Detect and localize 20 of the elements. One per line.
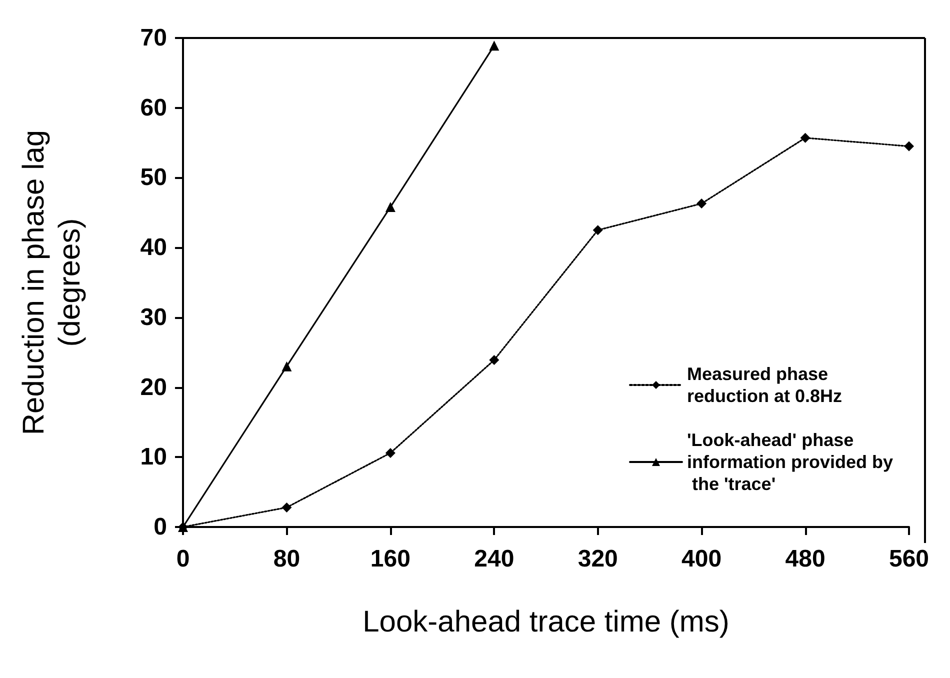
legend-label: Measured phase reduction at 0.8Hz xyxy=(687,364,842,406)
y-tick-label: 40 xyxy=(140,234,167,262)
x-tick-label: 480 xyxy=(785,546,826,572)
x-tick-label: 320 xyxy=(578,546,618,572)
y-tick-label: 70 xyxy=(140,24,167,52)
x-tick-label: 80 xyxy=(273,546,300,572)
y-tick-label: 20 xyxy=(140,374,167,401)
y-tick-label: 30 xyxy=(140,304,167,331)
x-tick-label: 160 xyxy=(370,546,410,572)
y-tick-label: 50 xyxy=(140,164,167,192)
y-axis-title: Reduction in phase lag (degrees) xyxy=(18,130,86,436)
y-tick-label: 0 xyxy=(154,514,167,540)
y-tick-label: 10 xyxy=(140,444,167,471)
x-tick-label: 240 xyxy=(474,546,514,572)
x-tick-label: 0 xyxy=(176,546,190,572)
x-axis-title: Look-ahead trace time (ms) xyxy=(362,606,730,638)
x-tick-label: 560 xyxy=(888,546,930,572)
y-tick-label: 60 xyxy=(140,94,167,122)
x-tick-label: 400 xyxy=(682,546,722,572)
legend-label: 'Look-ahead' phase information provided by the 'trace' xyxy=(687,430,894,494)
